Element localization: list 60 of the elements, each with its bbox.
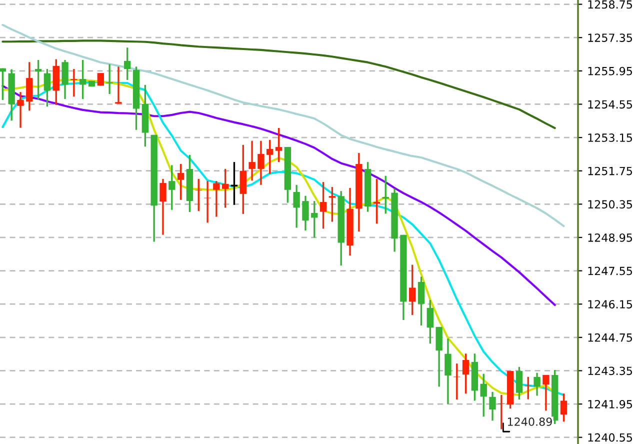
candlestick [436, 326, 442, 388]
candlestick [17, 91, 24, 129]
candlestick [195, 178, 202, 212]
candlestick [454, 362, 460, 400]
candlestick [524, 376, 532, 400]
candlestick [248, 140, 256, 182]
candlestick [444, 338, 452, 405]
candlestick [240, 144, 246, 215]
candlestick [489, 391, 496, 422]
candlestick [266, 139, 274, 175]
candlestick [275, 127, 282, 163]
candlestick [480, 372, 487, 418]
candlestick [542, 374, 550, 412]
y-tick-label: 1250.35 [588, 200, 632, 209]
candlestick [26, 61, 33, 112]
y-tick-label: 1253.15 [588, 134, 632, 142]
candlestick [222, 168, 229, 209]
candlestick [311, 200, 318, 239]
candlestick [302, 194, 309, 232]
y-tick-label: 1243.35 [588, 366, 632, 376]
y-tick-label: 1258.75 [588, 0, 632, 9]
candlestick [79, 59, 86, 100]
candlestick [293, 184, 300, 229]
candlestick [462, 352, 470, 394]
candlestick [516, 366, 523, 400]
y-tick-label: 1246.15 [588, 300, 632, 308]
candlestick [320, 181, 327, 230]
candlestick [106, 63, 113, 95]
candlestick [97, 72, 104, 86]
annotation: 1240.89 [508, 418, 552, 426]
candlestick [560, 392, 568, 422]
line-series [2, 24, 565, 228]
candlestick [44, 68, 51, 108]
y-tick-label: 1251.75 [588, 166, 632, 176]
y-tick-label: 1241.95 [588, 400, 632, 408]
candlestick [418, 276, 425, 326]
candlestick [409, 264, 416, 316]
line-series [2, 40, 556, 130]
y-tick-label: 1254.55 [588, 100, 632, 109]
candlestick [258, 140, 264, 186]
candlestick [213, 180, 220, 218]
y-tick-label: 1240.55 [588, 433, 632, 442]
candlestick [498, 394, 505, 430]
y-tick-label: 1247.55 [588, 266, 632, 276]
candlestick [70, 68, 78, 98]
candlestick [534, 372, 540, 397]
y-tick-label: 1248.95 [588, 233, 632, 242]
y-tick-label: 1257.35 [588, 34, 632, 42]
y-tick-label: 1255.95 [588, 66, 632, 76]
candlestick [177, 163, 184, 201]
candlestick [115, 66, 122, 105]
candlestick [0, 67, 6, 101]
y-tick-label: 1244.75 [588, 333, 632, 342]
candlestick [204, 180, 211, 224]
candlestick [124, 46, 131, 81]
candlestick [34, 59, 42, 101]
candlestick [168, 164, 176, 211]
candlestick [160, 178, 166, 236]
candlestick [62, 59, 68, 100]
candlestick [426, 299, 434, 344]
